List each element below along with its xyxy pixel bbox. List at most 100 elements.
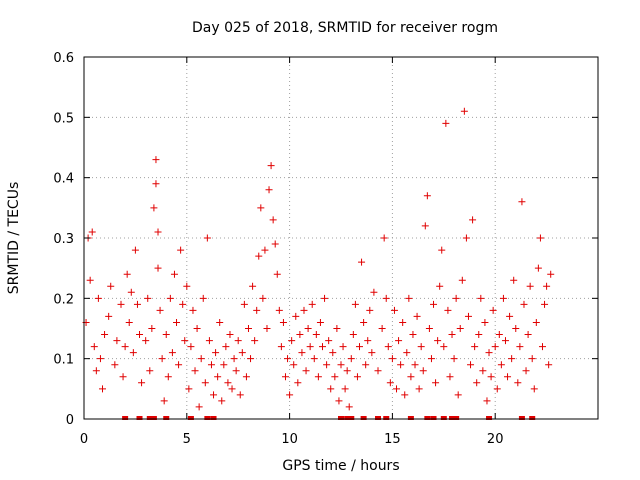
data-point <box>343 367 351 375</box>
data-point <box>121 343 129 351</box>
data-point <box>314 373 322 381</box>
data-point <box>442 119 450 127</box>
y-tick-label: 0 <box>66 413 74 428</box>
data-point <box>374 367 382 375</box>
data-point <box>175 361 183 369</box>
data-point <box>497 361 505 369</box>
data-point <box>378 325 386 332</box>
data-point <box>275 306 283 314</box>
data-point <box>386 379 394 387</box>
data-point <box>265 186 273 194</box>
data-point <box>532 318 540 326</box>
data-point <box>419 367 427 375</box>
data-point <box>185 385 193 393</box>
data-point <box>405 294 413 302</box>
zero-marker <box>360 416 367 420</box>
data-point <box>119 373 127 381</box>
data-point <box>308 300 316 308</box>
data-point <box>318 343 326 351</box>
data-point <box>353 373 361 381</box>
data-point <box>152 156 160 164</box>
zero-marker <box>383 416 390 420</box>
data-point <box>129 349 137 357</box>
zero-marker <box>187 416 194 420</box>
data-point <box>450 355 458 363</box>
data-point <box>292 312 300 320</box>
data-point <box>382 294 390 302</box>
data-point <box>458 276 466 284</box>
x-tick-label: 5 <box>183 432 191 447</box>
data-point <box>279 318 287 326</box>
data-point <box>545 361 553 369</box>
data-point <box>403 349 411 357</box>
data-point <box>286 391 294 399</box>
data-point <box>166 294 174 302</box>
data-point <box>105 312 113 320</box>
data-point <box>339 343 347 351</box>
data-point <box>370 288 378 296</box>
data-point <box>113 337 121 345</box>
data-point <box>205 337 213 345</box>
data-point <box>300 306 308 314</box>
data-point <box>148 325 156 332</box>
zero-marker <box>163 416 170 420</box>
data-point <box>501 337 509 345</box>
data-points <box>82 107 555 411</box>
data-point <box>444 306 452 314</box>
data-point <box>269 216 277 224</box>
data-point <box>393 385 401 393</box>
data-point <box>481 318 489 326</box>
zero-marker <box>122 416 129 420</box>
data-point <box>316 318 324 326</box>
data-point <box>516 343 524 351</box>
data-point <box>467 361 475 369</box>
data-point <box>407 373 415 381</box>
data-point <box>360 318 368 326</box>
data-point <box>479 367 487 375</box>
x-axis-ticks: 0 5 10 15 20 <box>80 57 503 447</box>
zero-marker <box>453 416 460 420</box>
data-point <box>499 294 507 302</box>
data-point <box>281 373 289 381</box>
data-point <box>541 300 549 308</box>
data-point <box>255 252 263 260</box>
data-point <box>510 276 518 284</box>
data-point <box>294 379 302 387</box>
data-point <box>327 385 335 393</box>
data-point <box>183 282 191 290</box>
y-tick-label: 0.1 <box>53 353 74 368</box>
data-point <box>251 337 259 345</box>
data-point <box>136 331 144 339</box>
data-point <box>362 361 370 369</box>
data-point <box>380 234 388 242</box>
data-point <box>142 337 150 345</box>
data-point <box>144 294 152 302</box>
y-axis-ticks: 0 0.1 0.2 0.3 0.4 0.5 0.6 <box>53 51 598 428</box>
data-point <box>333 325 341 332</box>
data-point <box>469 216 477 224</box>
zero-marker <box>518 416 525 420</box>
grid-lines <box>84 57 598 419</box>
y-tick-label: 0.3 <box>53 232 74 247</box>
zero-marker <box>210 416 217 420</box>
data-point <box>522 367 530 375</box>
y-tick-label: 0.2 <box>53 292 74 307</box>
data-point <box>154 264 162 272</box>
zero-marker <box>407 416 414 420</box>
data-point <box>306 343 314 351</box>
data-point <box>464 312 472 320</box>
data-point <box>411 361 419 369</box>
data-point <box>154 228 162 236</box>
data-point <box>123 270 131 278</box>
data-point <box>358 258 366 266</box>
data-point <box>310 355 318 363</box>
data-point <box>325 337 333 345</box>
data-point <box>263 325 271 332</box>
y-tick-label: 0.6 <box>53 51 74 66</box>
data-point <box>514 379 522 387</box>
chart-title: Day 025 of 2018, SRMTID for receiver rog… <box>192 20 498 36</box>
zero-marker <box>440 416 447 420</box>
data-point <box>156 306 164 314</box>
data-point <box>335 397 343 405</box>
